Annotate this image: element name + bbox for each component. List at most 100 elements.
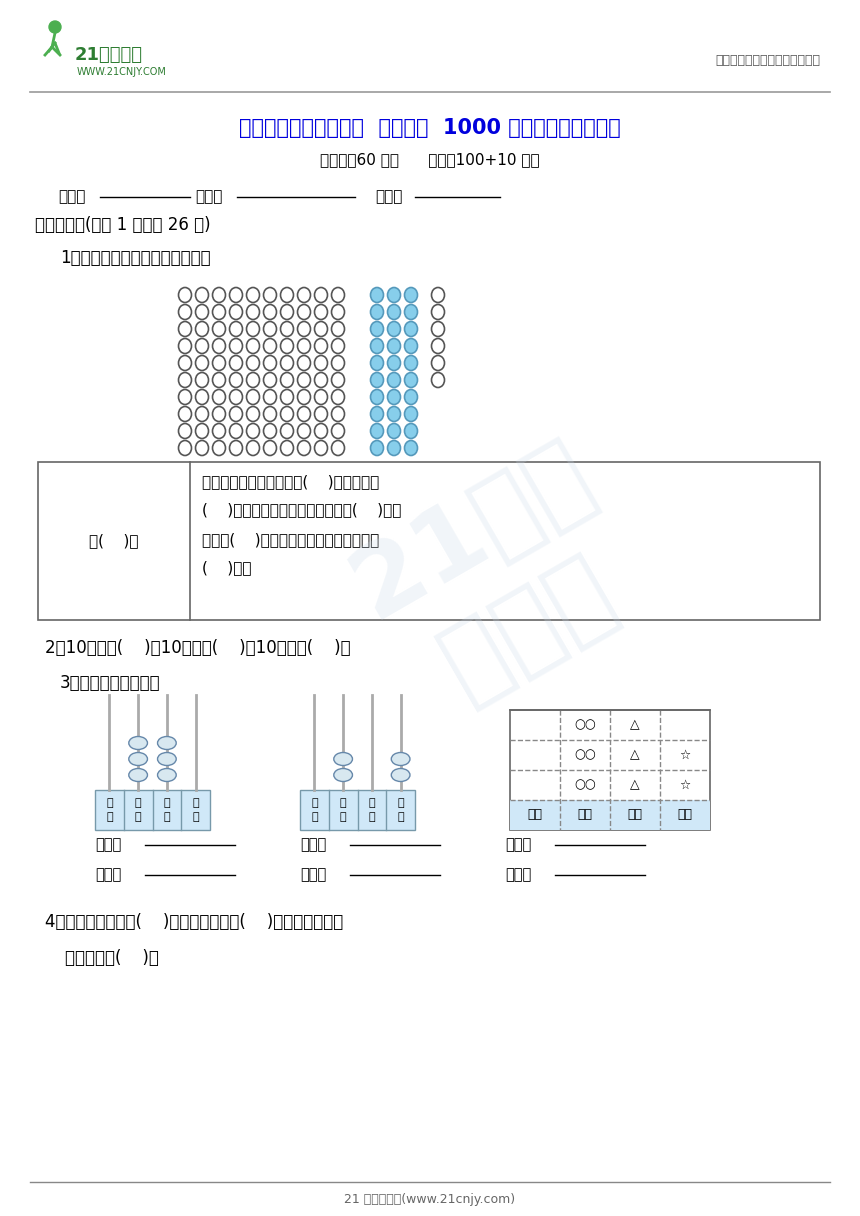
Text: △: △: [630, 749, 640, 761]
Text: 三位数相差(    )。: 三位数相差( )。: [65, 948, 159, 967]
Text: 个: 个: [397, 798, 404, 809]
Text: △: △: [630, 778, 640, 792]
Ellipse shape: [404, 321, 417, 337]
Text: 千: 千: [311, 798, 317, 809]
Ellipse shape: [334, 753, 353, 766]
Ellipse shape: [129, 753, 147, 766]
Text: WWW.21CNJY.COM: WWW.21CNJY.COM: [77, 67, 167, 77]
Ellipse shape: [391, 753, 410, 766]
Text: 位: 位: [311, 812, 317, 822]
Circle shape: [49, 21, 61, 33]
Ellipse shape: [404, 406, 417, 422]
Ellipse shape: [371, 423, 384, 439]
Text: 冀教版二年级数学下册  第三单元  1000 以内数的读写及意义: 冀教版二年级数学下册 第三单元 1000 以内数的读写及意义: [239, 118, 621, 137]
Text: 写作：: 写作：: [95, 838, 121, 852]
Ellipse shape: [371, 406, 384, 422]
Ellipse shape: [404, 423, 417, 439]
Text: 十: 十: [163, 798, 170, 809]
Bar: [300, 790, 415, 831]
Ellipse shape: [371, 355, 384, 371]
Ellipse shape: [371, 287, 384, 303]
Ellipse shape: [371, 372, 384, 388]
Ellipse shape: [371, 304, 384, 320]
Text: 2．10个一是(    )，10个十是(    )，10个百是(    )。: 2．10个一是( )，10个十是( )，10个百是( )。: [45, 638, 351, 657]
Text: 个位: 个位: [678, 809, 692, 822]
Text: 位: 位: [163, 812, 170, 822]
Text: 位: 位: [135, 812, 141, 822]
Text: 十位: 十位: [628, 809, 642, 822]
Text: 读作：: 读作：: [505, 867, 531, 883]
Text: 3．写一写，读一读。: 3．写一写，读一读。: [60, 674, 161, 692]
Ellipse shape: [404, 338, 417, 354]
Text: 枚，是(    )枚；右边部分一枚一枚地数是: 枚，是( )枚；右边部分一枚一枚地数是: [202, 533, 379, 547]
Ellipse shape: [388, 423, 401, 439]
Ellipse shape: [157, 753, 176, 766]
Text: 千位: 千位: [527, 809, 543, 822]
Ellipse shape: [388, 372, 401, 388]
Text: 学号：: 学号：: [375, 190, 402, 204]
Text: 个: 个: [193, 798, 199, 809]
Text: 读作：: 读作：: [300, 867, 326, 883]
Ellipse shape: [404, 389, 417, 405]
Text: (    )枚。: ( )枚。: [202, 561, 251, 575]
Text: 读作：: 读作：: [95, 867, 121, 883]
Text: 百: 百: [135, 798, 141, 809]
Ellipse shape: [404, 440, 417, 456]
Ellipse shape: [391, 769, 410, 782]
Bar: [510, 800, 710, 831]
Text: 百: 百: [340, 798, 347, 809]
Text: 写作：: 写作：: [300, 838, 326, 852]
Ellipse shape: [388, 287, 401, 303]
Bar: [510, 710, 710, 831]
Ellipse shape: [404, 372, 417, 388]
Text: 位: 位: [106, 812, 113, 822]
Ellipse shape: [371, 338, 384, 354]
Text: 位: 位: [193, 812, 199, 822]
Ellipse shape: [404, 287, 417, 303]
Text: 左边部分十枚十枚地数有(    )个十枚，是: 左边部分十枚十枚地数有( )个十枚，是: [202, 474, 379, 490]
Text: ○○: ○○: [574, 749, 596, 761]
Ellipse shape: [388, 338, 401, 354]
Ellipse shape: [129, 737, 147, 749]
Text: 21世纪教育: 21世纪教育: [75, 46, 143, 64]
Ellipse shape: [157, 769, 176, 782]
Ellipse shape: [371, 321, 384, 337]
Ellipse shape: [388, 355, 401, 371]
Text: 1．数一数，一共有多少枚棋子？: 1．数一数，一共有多少枚棋子？: [60, 249, 211, 268]
Text: 21世纪
教育网: 21世纪 教育网: [335, 424, 665, 736]
Ellipse shape: [388, 389, 401, 405]
Text: 位: 位: [397, 812, 404, 822]
Text: ○○: ○○: [574, 719, 596, 732]
Text: 写作：: 写作：: [505, 838, 531, 852]
Text: ☆: ☆: [679, 778, 691, 792]
Text: 百位: 百位: [578, 809, 593, 822]
Text: 一、填空。(每空 1 分，共 26 分): 一、填空。(每空 1 分，共 26 分): [35, 216, 211, 233]
Text: ○○: ○○: [574, 778, 596, 792]
Text: （时间：60 分钟      分数：100+10 分）: （时间：60 分钟 分数：100+10 分）: [320, 152, 540, 168]
Bar: [95, 790, 210, 831]
Ellipse shape: [404, 355, 417, 371]
Ellipse shape: [371, 440, 384, 456]
Text: 姓名：: 姓名：: [195, 190, 223, 204]
Ellipse shape: [129, 769, 147, 782]
Bar: [38, 462, 820, 620]
Text: 位: 位: [369, 812, 375, 822]
Text: 十: 十: [369, 798, 375, 809]
Text: △: △: [630, 719, 640, 732]
Text: 共(    )枚: 共( )枚: [89, 534, 138, 548]
Ellipse shape: [388, 304, 401, 320]
Ellipse shape: [388, 440, 401, 456]
Text: 21 世纪教育网(www.21cnjy.com): 21 世纪教育网(www.21cnjy.com): [345, 1193, 515, 1206]
Text: ☆: ☆: [679, 749, 691, 761]
Ellipse shape: [334, 769, 353, 782]
Text: (    )枚；中间部分十枚十枚地数有(    )个十: ( )枚；中间部分十枚十枚地数有( )个十: [202, 502, 402, 518]
Text: 中小学教育资源及组卷应用平台: 中小学教育资源及组卷应用平台: [715, 54, 820, 67]
Ellipse shape: [157, 737, 176, 749]
Text: 班级：: 班级：: [58, 190, 85, 204]
Ellipse shape: [388, 406, 401, 422]
Ellipse shape: [404, 304, 417, 320]
Ellipse shape: [371, 389, 384, 405]
Text: 4．最小的四位数是(    )，它的最高位是(    )位，它和最大的: 4．最小的四位数是( )，它的最高位是( )位，它和最大的: [45, 913, 343, 931]
Ellipse shape: [388, 321, 401, 337]
Text: 位: 位: [340, 812, 347, 822]
